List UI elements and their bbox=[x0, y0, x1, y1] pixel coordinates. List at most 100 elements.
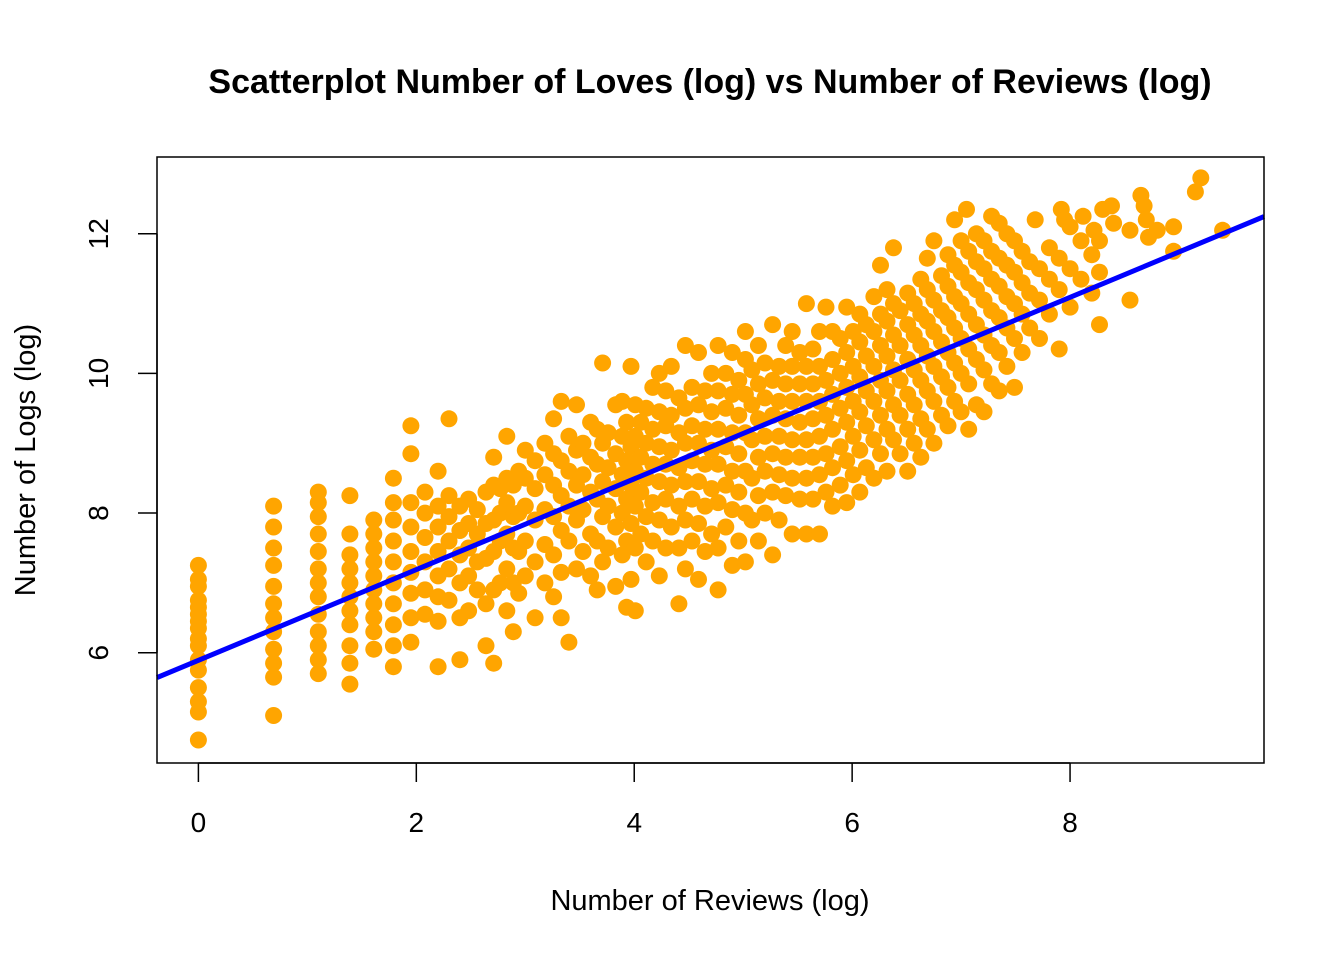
data-point bbox=[341, 525, 359, 543]
data-point bbox=[831, 364, 849, 382]
data-point bbox=[440, 410, 458, 428]
data-point bbox=[662, 518, 680, 536]
data-point bbox=[817, 483, 835, 501]
data-point bbox=[341, 546, 359, 564]
data-point bbox=[599, 459, 617, 477]
data-point bbox=[365, 595, 383, 613]
data-point bbox=[797, 357, 815, 375]
data-point bbox=[265, 609, 283, 627]
data-point bbox=[440, 487, 458, 505]
data-point bbox=[1013, 344, 1031, 361]
data-point bbox=[402, 633, 420, 651]
data-point bbox=[491, 574, 509, 592]
data-point bbox=[1091, 316, 1108, 334]
data-point bbox=[341, 602, 359, 620]
data-point bbox=[717, 476, 735, 494]
data-point bbox=[568, 560, 585, 578]
data-point bbox=[440, 560, 458, 578]
data-point bbox=[743, 396, 761, 414]
data-point bbox=[925, 392, 943, 410]
data-point bbox=[365, 640, 383, 658]
y-tick-label: 8 bbox=[83, 505, 114, 521]
data-point bbox=[574, 466, 592, 484]
data-point bbox=[662, 476, 680, 494]
data-point bbox=[341, 487, 359, 505]
data-point bbox=[709, 581, 727, 599]
data-point bbox=[831, 330, 849, 347]
data-point bbox=[613, 392, 631, 410]
data-point bbox=[709, 382, 727, 400]
data-point bbox=[622, 357, 640, 375]
data-point bbox=[265, 518, 283, 536]
data-point bbox=[365, 609, 383, 627]
data-point bbox=[865, 431, 883, 449]
data-point bbox=[717, 364, 735, 382]
data-point bbox=[189, 679, 207, 697]
data-point bbox=[690, 434, 707, 452]
data-point bbox=[384, 511, 402, 529]
data-point bbox=[582, 567, 600, 585]
data-point bbox=[878, 462, 896, 480]
data-point bbox=[690, 473, 707, 491]
data-point bbox=[709, 539, 727, 557]
data-point bbox=[599, 497, 617, 515]
data-point bbox=[749, 448, 767, 466]
data-point bbox=[477, 595, 495, 613]
data-point bbox=[1006, 378, 1023, 396]
data-point bbox=[545, 588, 563, 606]
data-point bbox=[723, 385, 741, 403]
data-point bbox=[939, 378, 957, 396]
data-point bbox=[440, 508, 458, 526]
data-point bbox=[384, 595, 402, 613]
data-point bbox=[309, 483, 327, 501]
data-point bbox=[341, 637, 359, 655]
data-point bbox=[703, 525, 721, 543]
data-point bbox=[696, 420, 714, 438]
data-point bbox=[1103, 197, 1120, 215]
x-axis: 0 2 4 6 8 bbox=[191, 762, 1078, 838]
data-point bbox=[723, 344, 741, 361]
data-point bbox=[341, 574, 359, 592]
data-point bbox=[588, 581, 606, 599]
data-point bbox=[696, 543, 714, 560]
data-point bbox=[265, 640, 283, 658]
data-point bbox=[416, 605, 434, 623]
data-point bbox=[958, 200, 975, 218]
data-point bbox=[723, 556, 741, 574]
data-point bbox=[878, 281, 896, 299]
data-point bbox=[429, 462, 447, 480]
data-point bbox=[683, 490, 701, 508]
data-point bbox=[905, 396, 923, 414]
data-point bbox=[670, 595, 688, 613]
data-point bbox=[764, 316, 782, 334]
data-point bbox=[516, 532, 534, 550]
data-point bbox=[552, 563, 570, 581]
data-point bbox=[899, 462, 917, 480]
data-point bbox=[690, 570, 707, 588]
data-point bbox=[545, 546, 563, 564]
data-point bbox=[918, 420, 936, 438]
data-point bbox=[690, 344, 707, 361]
data-point bbox=[552, 392, 570, 410]
data-point bbox=[865, 469, 883, 487]
data-point bbox=[797, 431, 815, 449]
data-point bbox=[1137, 211, 1155, 229]
points-layer bbox=[189, 169, 1232, 749]
data-point bbox=[777, 375, 795, 393]
data-point bbox=[709, 494, 727, 512]
data-point bbox=[485, 448, 503, 466]
regression-line bbox=[156, 214, 1265, 680]
data-point bbox=[574, 501, 592, 519]
x-axis-label: Number of Reviews (log) bbox=[550, 885, 869, 917]
data-point bbox=[637, 508, 655, 526]
data-point bbox=[676, 434, 694, 452]
data-point bbox=[770, 427, 788, 445]
data-point bbox=[468, 581, 486, 599]
data-point bbox=[526, 452, 544, 470]
data-point bbox=[872, 445, 889, 463]
data-point bbox=[878, 382, 896, 400]
data-point bbox=[1083, 246, 1101, 264]
data-point bbox=[657, 490, 675, 508]
data-point bbox=[626, 539, 644, 557]
